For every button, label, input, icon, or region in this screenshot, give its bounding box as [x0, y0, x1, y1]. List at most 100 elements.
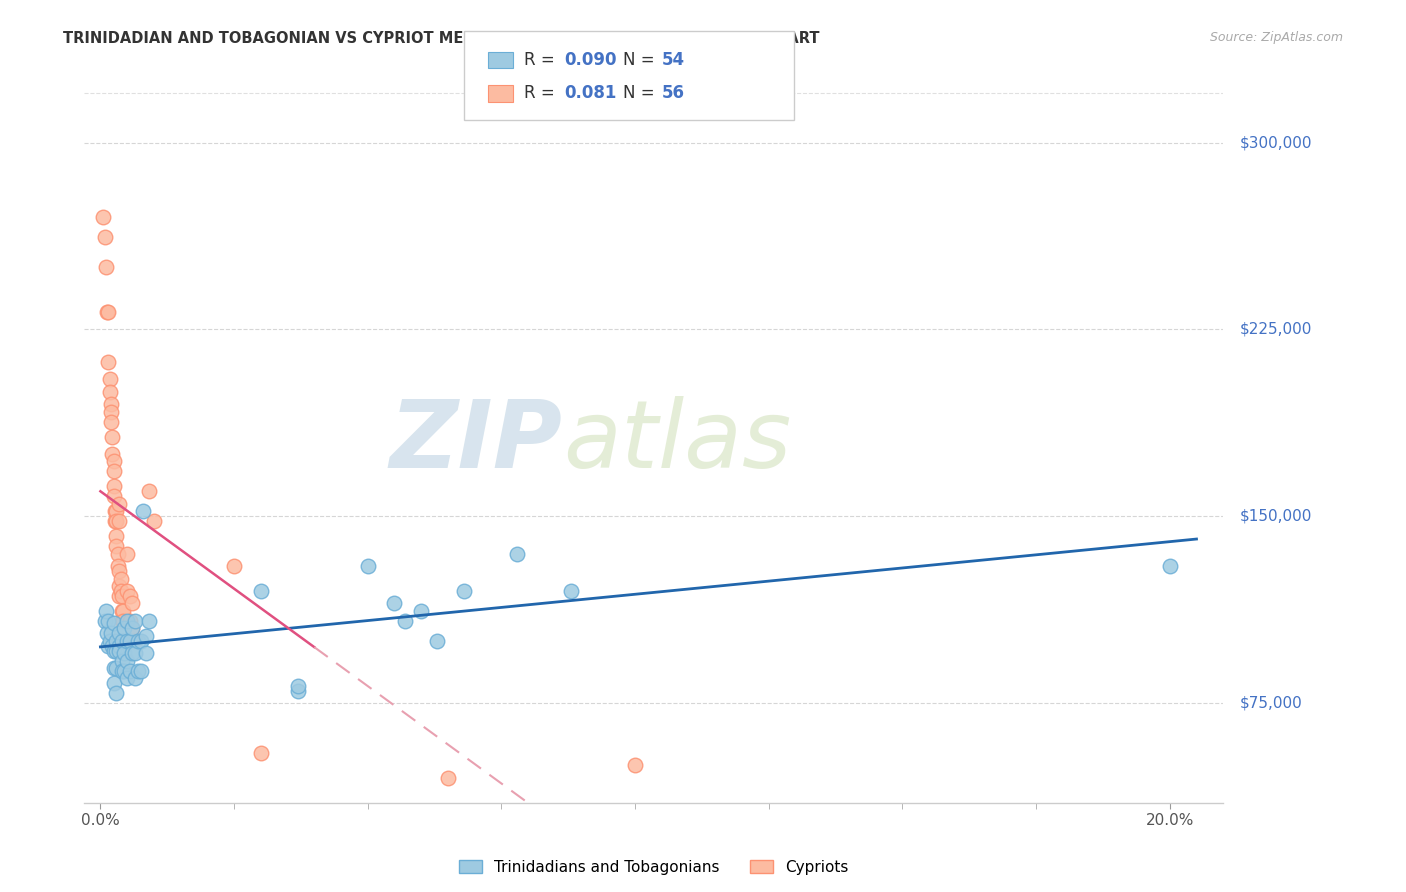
Point: [103, 489, 125, 503]
Point: [103, 661, 125, 675]
Point: [111, 614, 134, 628]
Point: [129, 633, 152, 648]
Point: [118, 589, 141, 603]
Point: [100, 404, 122, 418]
Point: [108, 644, 131, 658]
Point: [115, 654, 138, 668]
Text: $75,000: $75,000: [1239, 696, 1302, 711]
Point: [110, 584, 132, 599]
Text: $150,000: $150,000: [1239, 508, 1312, 524]
Point: [105, 644, 128, 658]
Point: [115, 547, 138, 561]
Point: [97, 305, 120, 319]
Point: [97, 614, 120, 628]
Point: [114, 646, 136, 660]
Point: [98, 633, 121, 648]
Point: [135, 629, 157, 643]
Text: TRINIDADIAN AND TOBAGONIAN VS CYPRIOT MEDIAN FAMILY INCOME CORRELATION CHART: TRINIDADIAN AND TOBAGONIAN VS CYPRIOT ME…: [63, 31, 820, 46]
Point: [111, 614, 134, 628]
Point: [101, 447, 124, 461]
Text: atlas: atlas: [562, 396, 792, 487]
Point: [108, 514, 131, 528]
Text: 0.090: 0.090: [564, 51, 616, 69]
Point: [110, 572, 132, 586]
Point: [111, 604, 134, 618]
Point: [394, 614, 416, 628]
Point: [111, 654, 134, 668]
Point: [222, 559, 245, 574]
Point: [121, 621, 143, 635]
Point: [506, 547, 529, 561]
Point: [127, 664, 149, 678]
Point: [108, 497, 131, 511]
Point: [100, 626, 122, 640]
Point: [104, 504, 127, 518]
Text: 54: 54: [662, 51, 685, 69]
Point: [103, 676, 125, 690]
Point: [103, 454, 125, 468]
Text: R =: R =: [524, 85, 561, 103]
Point: [121, 621, 143, 635]
Legend: Trinidadians and Tobagonians, Cypriots: Trinidadians and Tobagonians, Cypriots: [458, 860, 849, 875]
Point: [127, 633, 149, 648]
Point: [105, 514, 128, 528]
Point: [111, 589, 134, 603]
Text: R =: R =: [524, 51, 561, 69]
Point: [411, 604, 433, 618]
Point: [138, 484, 160, 499]
Point: [105, 539, 128, 553]
Point: [624, 758, 647, 772]
Point: [118, 664, 141, 678]
Point: [124, 646, 146, 660]
Text: ZIP: ZIP: [389, 395, 562, 488]
Point: [101, 429, 124, 443]
Point: [97, 639, 120, 653]
Point: [100, 415, 122, 429]
Point: [114, 621, 136, 635]
Point: [97, 355, 120, 369]
Point: [124, 614, 146, 628]
Point: [121, 646, 143, 660]
Point: [93, 614, 115, 628]
Point: [249, 746, 271, 760]
Point: [124, 671, 146, 685]
Point: [103, 644, 125, 658]
Point: [453, 584, 475, 599]
Point: [114, 664, 136, 678]
Point: [560, 584, 582, 599]
Point: [98, 372, 121, 386]
Point: [100, 397, 122, 411]
Point: [115, 584, 138, 599]
Point: [111, 633, 134, 648]
Text: $225,000: $225,000: [1239, 322, 1312, 337]
Point: [91, 211, 114, 225]
Point: [108, 589, 131, 603]
Point: [101, 639, 124, 653]
Point: [104, 514, 127, 528]
Point: [103, 616, 125, 631]
Point: [94, 604, 117, 618]
Point: [93, 230, 115, 244]
Point: [105, 504, 128, 518]
Point: [108, 626, 131, 640]
Point: [357, 559, 380, 574]
Text: 0.081: 0.081: [564, 85, 616, 103]
Point: [107, 547, 129, 561]
Point: [1159, 559, 1181, 574]
Point: [129, 664, 152, 678]
Point: [118, 633, 141, 648]
Point: [108, 579, 131, 593]
Text: N =: N =: [623, 51, 659, 69]
Point: [426, 633, 449, 648]
Point: [111, 604, 134, 618]
Text: Source: ZipAtlas.com: Source: ZipAtlas.com: [1209, 31, 1343, 45]
Point: [96, 626, 118, 640]
Point: [287, 683, 309, 698]
Point: [105, 661, 128, 675]
Point: [111, 664, 134, 678]
Point: [437, 771, 460, 785]
Point: [114, 633, 136, 648]
Point: [105, 633, 128, 648]
Text: N =: N =: [623, 85, 659, 103]
Point: [115, 671, 138, 685]
